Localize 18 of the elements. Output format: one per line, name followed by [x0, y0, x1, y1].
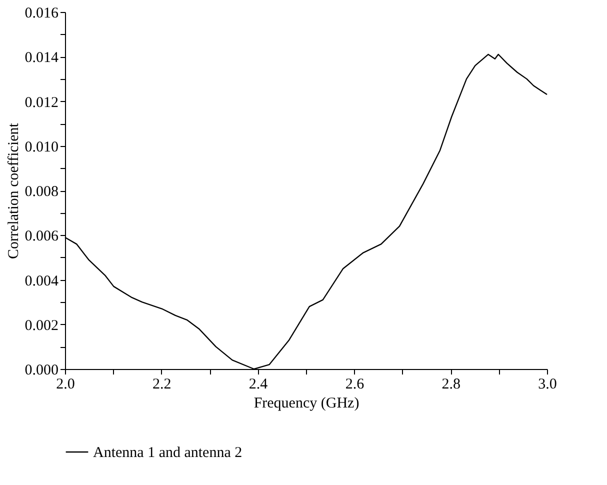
y-tick-label: 0.002	[24, 318, 58, 334]
x-tick-label: 3.0	[538, 376, 557, 392]
y-tick-label: 0.010	[24, 139, 58, 156]
legend-label: Antenna 1 and antenna 2	[93, 445, 242, 461]
x-tick-label: 2.0	[56, 376, 75, 392]
y-tick-label: 0.012	[24, 94, 58, 111]
y-tick-label: 0.004	[24, 273, 59, 290]
y-tick-label: 0.006	[24, 228, 59, 245]
y-tick-label: 0.000	[24, 362, 58, 378]
y-tick-label: 0.014	[24, 50, 59, 66]
x-tick-label: 2.6	[345, 376, 365, 392]
x-axis-title: Frequency (GHz)	[254, 396, 360, 412]
y-tick-label: 0.016	[24, 6, 59, 22]
x-tick-label: 2.8	[442, 376, 460, 392]
x-tick-label: 2.4	[248, 376, 268, 392]
x-tick-label: 2.2	[152, 376, 172, 392]
y-tick-label: 0.008	[24, 184, 58, 200]
y-axis-title: Correlation coefficient	[6, 122, 22, 259]
